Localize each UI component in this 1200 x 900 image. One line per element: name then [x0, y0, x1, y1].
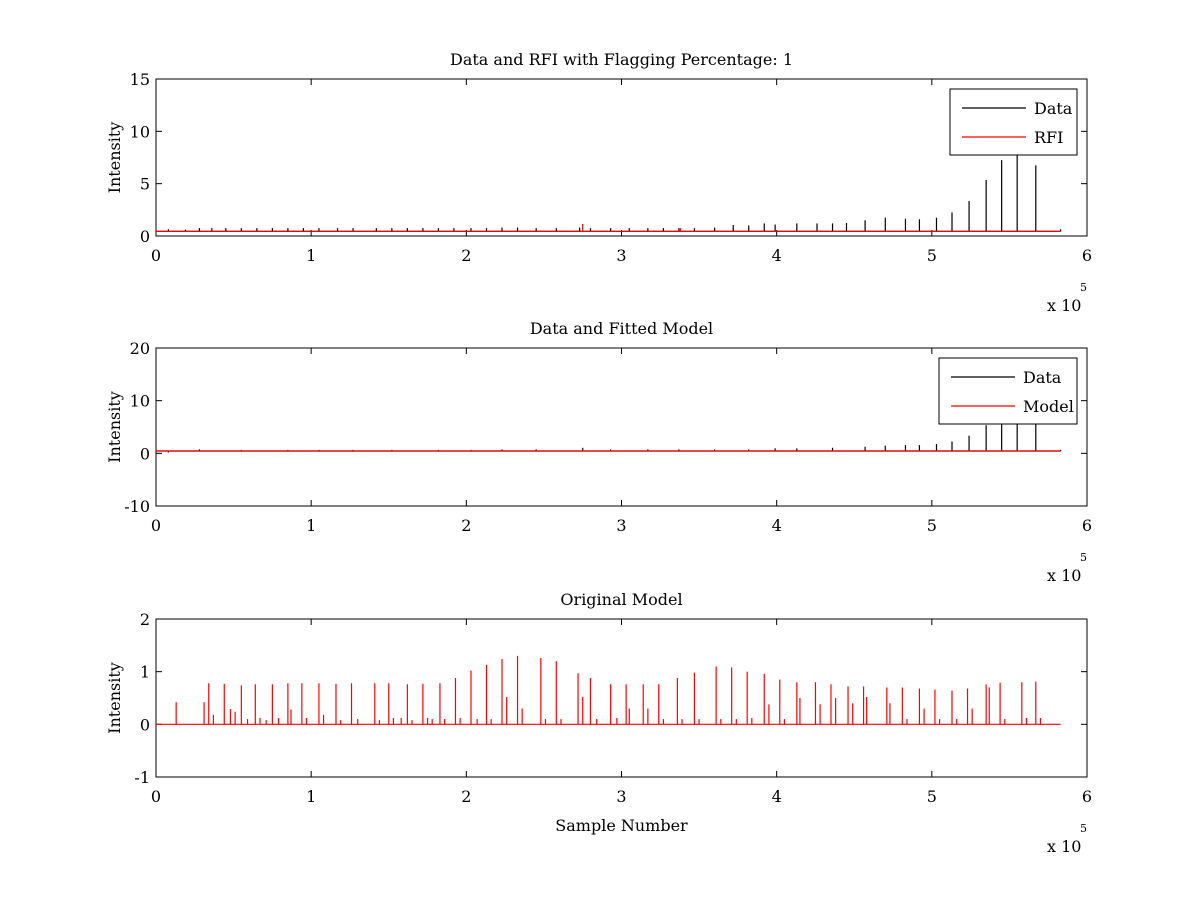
legend-entry: Data [1023, 368, 1062, 387]
axes-box [155, 78, 1088, 237]
subplot-2: Data and Fitted Model Intensity 0 1 2 3 4 5 6 -10… [105, 319, 1092, 585]
axes-box [155, 347, 1088, 507]
x-multiplier-label: x 10 [1047, 566, 1081, 585]
legend-box [949, 88, 1078, 156]
y-tick-label: 15 [130, 70, 150, 89]
x-tick-label: 4 [772, 246, 782, 265]
x-multiplier-label: x 10 [1047, 837, 1081, 856]
y-tick-label: -10 [124, 497, 150, 516]
y-axis-label: Intensity [105, 391, 124, 463]
y-tick-label: 10 [130, 122, 150, 141]
legend: Data Model [938, 357, 1078, 425]
x-tick-label: 4 [772, 516, 782, 535]
y-tick-label: 10 [130, 392, 150, 411]
series-rfi [156, 223, 1061, 232]
y-tick-label: 0 [140, 444, 150, 463]
x-axis-label: Sample Number [555, 816, 688, 835]
x-tick-label: 4 [772, 787, 782, 806]
x-tick-label: 0 [151, 516, 161, 535]
y-tick-label: 0 [140, 715, 150, 734]
legend-entry: Model [1023, 397, 1074, 416]
x-tick-label: 2 [461, 787, 471, 806]
legend-entry: Data [1034, 99, 1073, 118]
y-tick-label: 5 [140, 175, 150, 194]
x-multiplier-exponent: 5 [1080, 281, 1087, 294]
x-tick-label: 1 [306, 787, 316, 806]
x-tick-label: 3 [616, 516, 626, 535]
y-tick-label: -1 [134, 768, 150, 787]
chart-title: Original Model [560, 590, 682, 609]
x-tick-label: 0 [151, 787, 161, 806]
x-multiplier-label: x 10 [1047, 296, 1081, 315]
subplot-3: Original Model Intensity Sample Number 0 1 2 3… [105, 590, 1092, 856]
x-tick-label: 6 [1082, 516, 1092, 535]
y-axis-label: Intensity [105, 122, 124, 194]
x-tick-label: 2 [461, 516, 471, 535]
legend-entry: RFI [1034, 128, 1063, 147]
legend: Data RFI [949, 88, 1078, 156]
y-tick-label: 0 [140, 227, 150, 246]
y-tick-label: 1 [140, 663, 150, 682]
x-tick-label: 1 [306, 246, 316, 265]
x-multiplier-exponent: 5 [1080, 822, 1087, 835]
x-tick-label: 6 [1082, 787, 1092, 806]
axes-box [155, 618, 1088, 778]
x-tick-label: 5 [927, 787, 937, 806]
y-tick-label: 20 [130, 339, 150, 358]
x-tick-label: 5 [927, 516, 937, 535]
legend-box [938, 357, 1078, 425]
subplot-1: Data and RFI with Flagging Percentage: 1… [105, 50, 1092, 315]
y-axis-label: Intensity [105, 662, 124, 734]
x-tick-label: 3 [616, 787, 626, 806]
y-tick-label: 2 [140, 610, 150, 629]
x-tick-label: 5 [927, 246, 937, 265]
plot-area [156, 655, 1061, 725]
x-tick-label: 2 [461, 246, 471, 265]
chart-title: Data and Fitted Model [530, 319, 713, 338]
x-tick-label: 1 [306, 516, 316, 535]
series-model [156, 655, 1061, 725]
plot-area [156, 154, 1062, 232]
x-tick-label: 0 [151, 246, 161, 265]
x-tick-label: 6 [1082, 246, 1092, 265]
x-tick-label: 3 [616, 246, 626, 265]
x-multiplier-exponent: 5 [1080, 551, 1087, 564]
chart-title: Data and RFI with Flagging Percentage: 1 [450, 50, 793, 69]
